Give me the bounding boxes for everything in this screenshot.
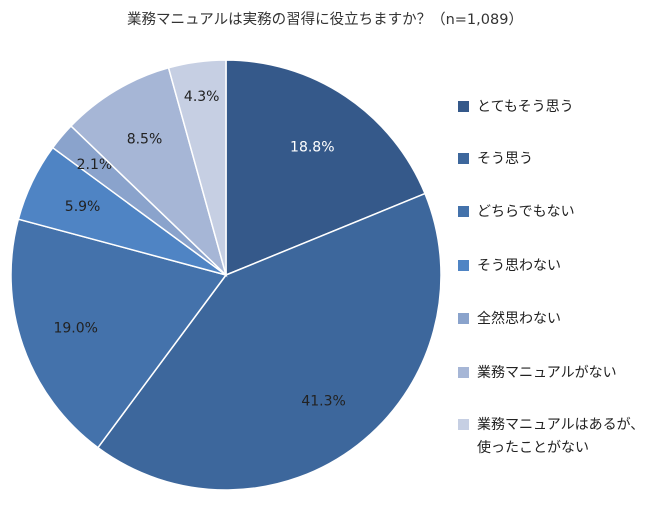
legend-item-4: そう思わない xyxy=(458,255,647,278)
legend-label-1: とてもそう思う xyxy=(477,99,574,115)
slice-value-label-5: 2.1% xyxy=(77,157,113,173)
legend-swatch-7 xyxy=(458,419,469,430)
pie-slice-2 xyxy=(96,192,442,491)
pie-slice-3 xyxy=(10,218,228,449)
slice-value-label-4: 5.9% xyxy=(65,199,101,215)
slice-value-label-6: 8.5% xyxy=(127,131,163,147)
legend-item-3: どちらでもない xyxy=(458,201,647,224)
legend-item-2: そう思う xyxy=(458,148,647,171)
pie-slice-6 xyxy=(69,66,228,278)
pie-slice-1 xyxy=(225,59,426,277)
slice-value-label-3: 19.0% xyxy=(53,320,97,336)
legend-swatch-5 xyxy=(458,313,469,324)
legend-label-5: 全然思わない xyxy=(477,311,561,327)
slice-value-label-7: 4.3% xyxy=(184,89,220,105)
legend-swatch-3 xyxy=(458,206,469,217)
legend-swatch-2 xyxy=(458,153,469,164)
legend-swatch-6 xyxy=(458,367,469,378)
legend-swatch-1 xyxy=(458,101,469,112)
slice-value-label-1: 18.8% xyxy=(290,140,334,156)
legend-label-4: そう思わない xyxy=(477,258,561,274)
legend-label-3: どちらでもない xyxy=(477,204,575,220)
chart-title: 業務マニュアルは実務の習得に役立ちますか？（n=1,089） xyxy=(127,12,523,28)
legend-swatch-4 xyxy=(458,260,469,271)
legend-item-6: 業務マニュアルがない xyxy=(458,362,647,385)
pie-slice-7 xyxy=(167,59,227,276)
legend-label-2: そう思う xyxy=(477,151,533,167)
legend-item-5: 全然思わない xyxy=(458,308,647,331)
legend-label-6: 業務マニュアルがない xyxy=(477,365,617,381)
slice-value-label-2: 41.3% xyxy=(301,394,345,410)
legend-item-1: とてもそう思う xyxy=(458,96,647,119)
legend-label-7: 業務マニュアルはあるが、使ったことがない xyxy=(477,417,645,456)
legend-item-7: 業務マニュアルはあるが、使ったことがない xyxy=(458,414,647,460)
